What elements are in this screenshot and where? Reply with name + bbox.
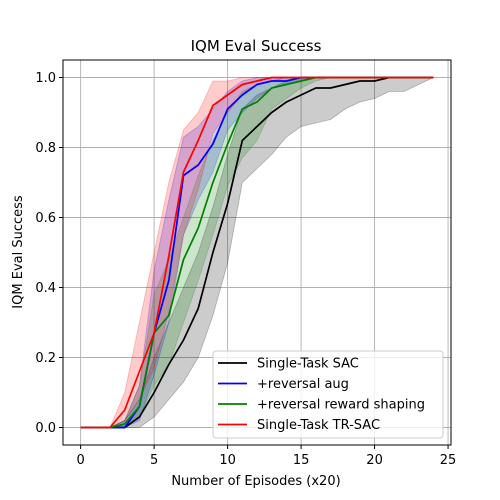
- series-line-3: [80, 76, 434, 429]
- plot-frame: [62, 59, 452, 446]
- x-axis-ticks: 0 5 10 15 20 25: [76, 445, 456, 468]
- legend-label-2: +reversal reward shaping: [257, 398, 425, 413]
- x-tick-label: 25: [440, 453, 457, 468]
- legend-box: [212, 350, 444, 439]
- y-axis-ticks: 0.0 0.2 0.4 0.6 0.8 1.0: [35, 71, 63, 436]
- y-tick-label: 0.4: [35, 281, 56, 296]
- x-tick-label: 15: [293, 453, 310, 468]
- legend-label-0: Single-Task SAC: [257, 357, 359, 372]
- series-line-0: [80, 76, 434, 429]
- y-tick-label: 0.0: [35, 421, 56, 436]
- y-axis-label: IQM Eval Success: [11, 195, 26, 309]
- x-axis-label: Number of Episodes (x20): [171, 474, 340, 489]
- x-tick-label: 10: [219, 453, 236, 468]
- x-tick-label: 20: [366, 453, 383, 468]
- y-tick-label: 0.8: [35, 141, 56, 156]
- legend-label-1: +reversal aug: [257, 377, 349, 392]
- grid: [63, 60, 451, 445]
- x-tick-label: 0: [76, 453, 84, 468]
- y-tick-label: 0.2: [35, 351, 56, 366]
- y-tick-label: 0.6: [35, 211, 56, 226]
- confidence-band-2: [80, 77, 434, 428]
- confidence-band-1: [80, 77, 434, 428]
- x-tick-label: 5: [150, 453, 158, 468]
- confidence-band-3: [80, 77, 434, 428]
- legend-label-3: Single-Task TR-SAC: [257, 418, 380, 433]
- series-lines: [80, 76, 434, 429]
- chart-title: IQM Eval Success: [191, 37, 322, 55]
- legend: Single-Task SAC +reversal aug +reversal re…: [212, 350, 444, 439]
- confidence-bands: [80, 77, 434, 428]
- y-tick-label: 1.0: [35, 71, 56, 86]
